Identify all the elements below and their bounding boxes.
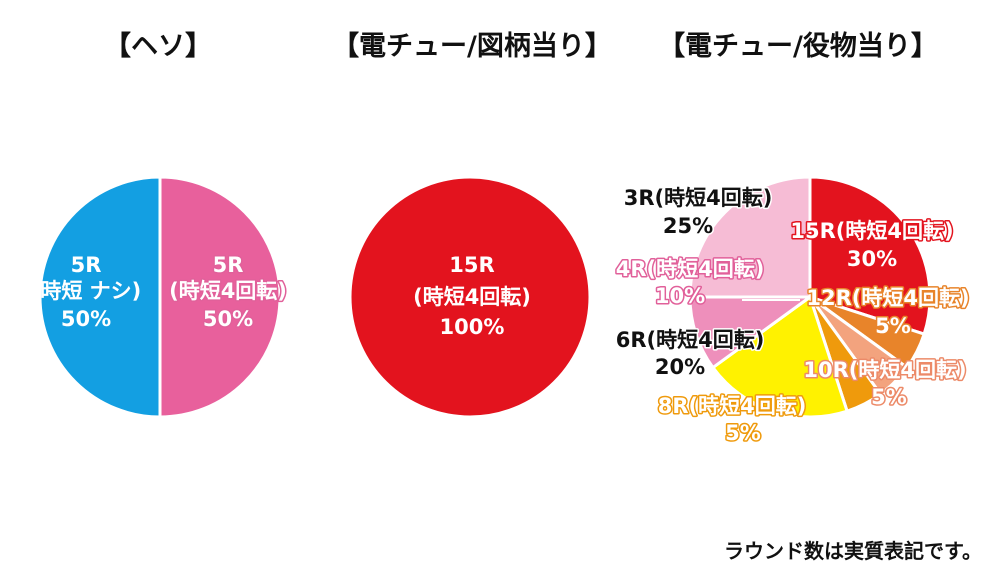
chart3-pie [688,175,932,419]
chart3-3r-label: 3R(時短4回転) 25% [622,185,774,240]
chart2-title: 【電チュー/図柄当り】 [332,31,612,62]
chart3-slice-1 [808,175,932,336]
chart3-10r-label: 10R(時短4回転) 5% [802,357,968,411]
chart2-pie [348,175,592,419]
chart1-slice1-pct: 50% [61,307,111,331]
chart3-4r-name: 4R(時短4回転) [616,257,765,281]
chart2-slice-1 [348,175,592,419]
chart3-6r-pct: 20% [655,355,705,379]
chart1-slice2-pct: 50% [203,307,253,331]
chart1-slice1-rounds: 5R [71,253,102,277]
chart3-4r-pct: 10% [655,284,705,308]
chart1-title: 【ヘソ】 [104,31,212,62]
chart1-slice1-sub: (時短 ナシ) [31,279,142,303]
chart2-slice1-rounds: 15R [449,253,494,277]
chart3-10r-name: 10R(時短4回転) [803,358,966,382]
chart3-12r-name: 12R(時短4回転) [806,286,969,310]
chart3-title: 【電チュー/役物当り】 [658,31,938,62]
chart3-slice-7 [688,175,812,299]
chart3-15r-name: 15R(時短4回転) [790,219,953,243]
chart2-slice1-pct: 100% [440,315,505,339]
chart1-slice1-label: 5R (時短 ナシ) 50% [31,253,142,331]
chart3-8r-label: 8R(時短4回転) 5% [656,393,808,447]
chart3-slice-5 [710,294,849,419]
chart3-8r-name: 8R(時短4回転) [658,394,807,418]
chart1-slice-1 [38,175,162,419]
chart3-15r-pct: 30% [847,247,897,271]
chart3-3r-name: 3R(時短4回転) [624,186,773,210]
chart3-15r-label: 15R(時短4回転) 30% [789,218,955,273]
chart3-3r-pct: 25% [663,214,713,238]
chart1-pie [38,175,282,419]
chart3-12r-label: 12R(時短4回転) 5% [805,285,971,340]
chart3-4r-label: 4R(時短4回転) 10% [614,256,766,310]
chart3-12r-pct: 5% [875,314,911,338]
chart1-slice2-rounds: 5R [213,253,244,277]
chart3-8r-pct: 5% [725,421,761,445]
chart2-slice1-sub: (時短4回転) [413,285,531,309]
chart2-slice1-label: 15R (時短4回転) 100% [412,252,533,341]
chart1-slice2-sub: (時短4回転) [169,279,287,303]
footnote: ラウンド数は実質表記です。 [724,539,982,563]
chart3-6r-label: 6R(時短4回転) 20% [614,327,766,381]
chart1-slice2-label: 5R (時短4回転) 50% [168,252,289,333]
chart3-10r-pct: 5% [871,385,907,409]
chart1-slice-2 [158,175,282,419]
chart3-6r-name: 6R(時短4回転) [616,328,765,352]
